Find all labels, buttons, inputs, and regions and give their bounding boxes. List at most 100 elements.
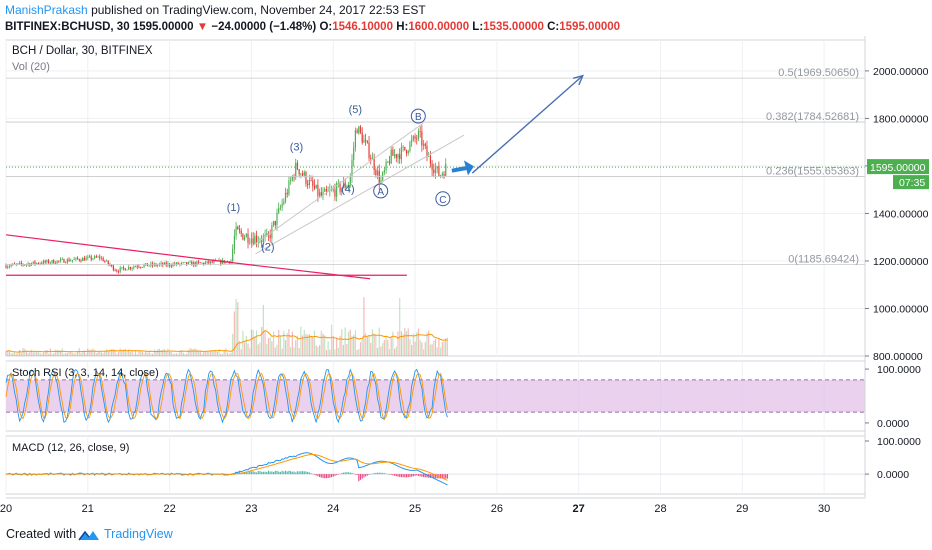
macd-histogram-bar [305, 471, 307, 475]
candle-body [39, 263, 41, 265]
macd-histogram-bar [295, 472, 297, 475]
volume-bar [402, 333, 404, 356]
wedge-upper-line [5, 234, 371, 280]
volume-bar [82, 350, 84, 356]
candle-body [354, 130, 356, 148]
candle-body [441, 173, 443, 176]
candle-body [262, 236, 264, 242]
volume-bar [87, 348, 89, 356]
footer: Created with TradingView [0, 520, 932, 550]
open-value: 1546.10000 [332, 21, 393, 33]
wave-label-circle [373, 183, 389, 199]
volume-bar [39, 352, 41, 356]
candle-body [196, 261, 198, 266]
candle-body [281, 203, 283, 208]
macd-histogram-bar [353, 473, 355, 475]
volume-bar [252, 330, 254, 356]
volume-bar [211, 350, 213, 356]
volume-bar [344, 327, 346, 356]
volume-bar [346, 344, 348, 356]
candle-body [175, 262, 178, 265]
macd-histogram-bar [342, 472, 345, 475]
candle-body [76, 257, 79, 260]
volume-bar [359, 342, 362, 356]
volume-bar [288, 329, 290, 356]
last-price-badge-text: 1595.00000 [870, 162, 926, 174]
volume-bar [116, 353, 118, 356]
tradingview-brand[interactable]: TradingView [104, 527, 173, 541]
y-tick-label: 1200.00000 [873, 256, 929, 268]
candle-body [201, 262, 203, 264]
volume-bar [329, 349, 331, 356]
x-tick-label: 28 [654, 503, 666, 515]
tradingview-logo-icon[interactable] [78, 528, 100, 542]
candle-body [92, 258, 94, 260]
candle-body [20, 262, 22, 265]
candle-body [238, 229, 241, 231]
volume-bar [405, 331, 408, 356]
macd-histogram-bar [422, 474, 425, 478]
chart-area[interactable]: 0.5(1969.50650) 0.382(1784.52681) 0.236(15… [0, 36, 932, 520]
chart-svg[interactable]: 0.5(1969.50650) 0.382(1784.52681) 0.236(15… [0, 36, 932, 520]
volume-bar [376, 347, 379, 356]
macd-histogram-bar [310, 473, 312, 475]
macd-histogram-bar [446, 474, 449, 479]
volume-bar [426, 332, 428, 356]
macd-histogram-bar [405, 474, 408, 478]
volume-bar [65, 352, 67, 356]
volume-bar [303, 329, 305, 356]
volume-bar [363, 297, 365, 356]
candle-body [37, 262, 39, 264]
volume-bar [383, 339, 385, 356]
last-price: 1595.00000 [132, 21, 194, 33]
x-tick-label: 20 [0, 503, 12, 515]
macd-histogram-bar [375, 472, 377, 475]
volume-bar [274, 347, 276, 356]
candle-body [305, 172, 307, 184]
volume-bar [419, 339, 421, 356]
candle-body [366, 140, 368, 143]
candle-body [310, 180, 312, 181]
volume-bar [416, 332, 418, 356]
volume-bar [240, 349, 242, 356]
volume-bar [315, 345, 317, 356]
countdown-badge [893, 175, 929, 190]
volume-bar [261, 327, 263, 356]
volume-bar [390, 337, 392, 356]
candle-body [443, 173, 445, 177]
macd-y-tick-label: 0.0000 [877, 469, 909, 481]
volume-bar [179, 350, 181, 356]
candle-body [184, 262, 186, 263]
macd-histogram-bar [361, 474, 363, 479]
candle-body [42, 260, 45, 264]
candle-body [119, 267, 121, 272]
author-link[interactable]: ManishPrakash [5, 3, 88, 17]
macd-histogram-bar [409, 474, 411, 477]
rsi-y-tick-label: 0.0000 [877, 418, 909, 430]
candle-body [187, 262, 189, 265]
volume-bar [145, 351, 147, 356]
volume-bar [422, 349, 425, 356]
macd-histogram-bar [247, 472, 249, 475]
volume-bar [366, 336, 368, 356]
volume-bar [221, 353, 224, 356]
volume-bar [238, 340, 241, 356]
close-label: C: [547, 21, 560, 33]
candle-body [320, 192, 322, 197]
volume-bar [446, 337, 449, 356]
volume-bar [128, 349, 130, 356]
candle-body [105, 260, 108, 262]
candle-body [141, 266, 143, 268]
volume-bar [397, 331, 399, 356]
volume-bar [78, 348, 80, 356]
candle-body [417, 131, 420, 139]
candle-body [363, 139, 365, 143]
macd-histogram-bar [387, 473, 389, 475]
volume-bar [365, 333, 367, 356]
candle-body [17, 263, 19, 265]
candle-body [392, 149, 394, 156]
volume-bar [148, 350, 150, 356]
candle-body [286, 192, 288, 195]
macd-histogram-bar [291, 471, 293, 475]
volume-bar [15, 353, 17, 356]
